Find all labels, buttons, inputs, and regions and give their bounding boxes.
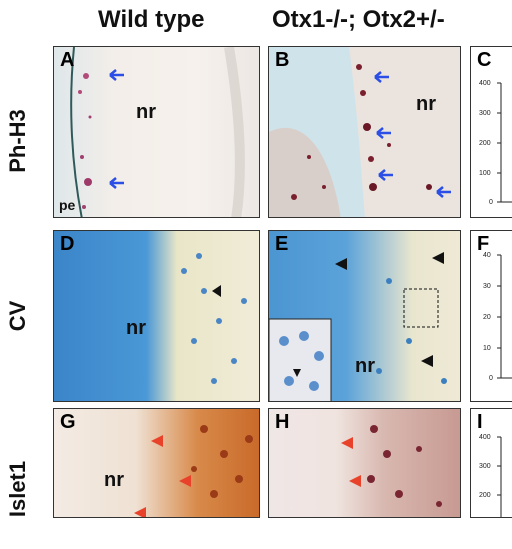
panel-e-image bbox=[269, 252, 447, 401]
panel-f-tick-30: 30 bbox=[483, 283, 491, 290]
panel-c: 400 300 200 100 0 C bbox=[470, 46, 512, 218]
panel-c-tick-100: 100 bbox=[479, 170, 491, 177]
panel-g: G nr bbox=[53, 408, 260, 518]
column-title-wild-type: Wild type bbox=[98, 6, 205, 33]
panel-d: D nr bbox=[53, 230, 260, 402]
panel-e-label: E bbox=[275, 233, 289, 255]
panel-i-tick-300: 300 bbox=[479, 463, 491, 470]
panel-b-nr-label: nr bbox=[416, 93, 436, 115]
row-label-cv: CV bbox=[5, 300, 30, 332]
panel-c-tick-0: 0 bbox=[489, 199, 493, 206]
panel-c-label: C bbox=[477, 49, 492, 71]
panel-i: 400 300 200 I bbox=[470, 408, 512, 518]
panel-b: B nr bbox=[268, 46, 461, 218]
panel-a-image bbox=[70, 47, 245, 217]
panel-f-tick-40: 40 bbox=[483, 252, 491, 259]
panel-e: E nr bbox=[268, 230, 461, 402]
panel-g-nr-label: nr bbox=[104, 469, 124, 491]
panel-i-tick-400: 400 bbox=[479, 434, 491, 441]
panel-f-tick-20: 20 bbox=[483, 314, 491, 321]
panel-h-image bbox=[341, 425, 442, 507]
panel-f: 40 30 20 10 0 F bbox=[470, 230, 512, 402]
panel-a-nr-label: nr bbox=[136, 101, 156, 123]
panel-a: A nr pe bbox=[53, 46, 260, 218]
panel-b-label: B bbox=[275, 49, 290, 71]
panel-d-image bbox=[181, 253, 247, 384]
panel-f-label: F bbox=[477, 233, 490, 255]
column-title-mutant: Otx1-/-; Otx2+/- bbox=[272, 6, 445, 33]
panel-i-graph: 400 300 200 bbox=[479, 434, 502, 517]
panel-h: H bbox=[268, 408, 461, 518]
panel-c-tick-400: 400 bbox=[479, 80, 491, 87]
panel-f-tick-0: 0 bbox=[489, 375, 493, 382]
panel-h-label: H bbox=[275, 411, 290, 433]
panel-g-image bbox=[134, 425, 253, 517]
panel-d-nr-label: nr bbox=[126, 317, 146, 339]
panel-c-tick-300: 300 bbox=[479, 110, 491, 117]
panel-a-pe-label: pe bbox=[59, 197, 76, 213]
panel-f-graph: 40 30 20 10 0 bbox=[483, 252, 512, 382]
panel-d-label: D bbox=[60, 233, 75, 255]
panel-g-label: G bbox=[60, 411, 76, 433]
row-label-islet1: Islet1 bbox=[5, 460, 30, 518]
panel-c-tick-200: 200 bbox=[479, 140, 491, 147]
panel-i-label: I bbox=[477, 411, 483, 433]
panel-b-image bbox=[269, 47, 460, 217]
panel-a-label: A bbox=[60, 49, 75, 71]
panel-f-tick-10: 10 bbox=[483, 345, 491, 352]
panel-e-nr-label: nr bbox=[355, 355, 375, 377]
panel-c-graph: 400 300 200 100 0 bbox=[479, 80, 512, 206]
panel-i-tick-200: 200 bbox=[479, 492, 491, 499]
row-label-ph-h3: Ph-H3 bbox=[5, 109, 30, 173]
